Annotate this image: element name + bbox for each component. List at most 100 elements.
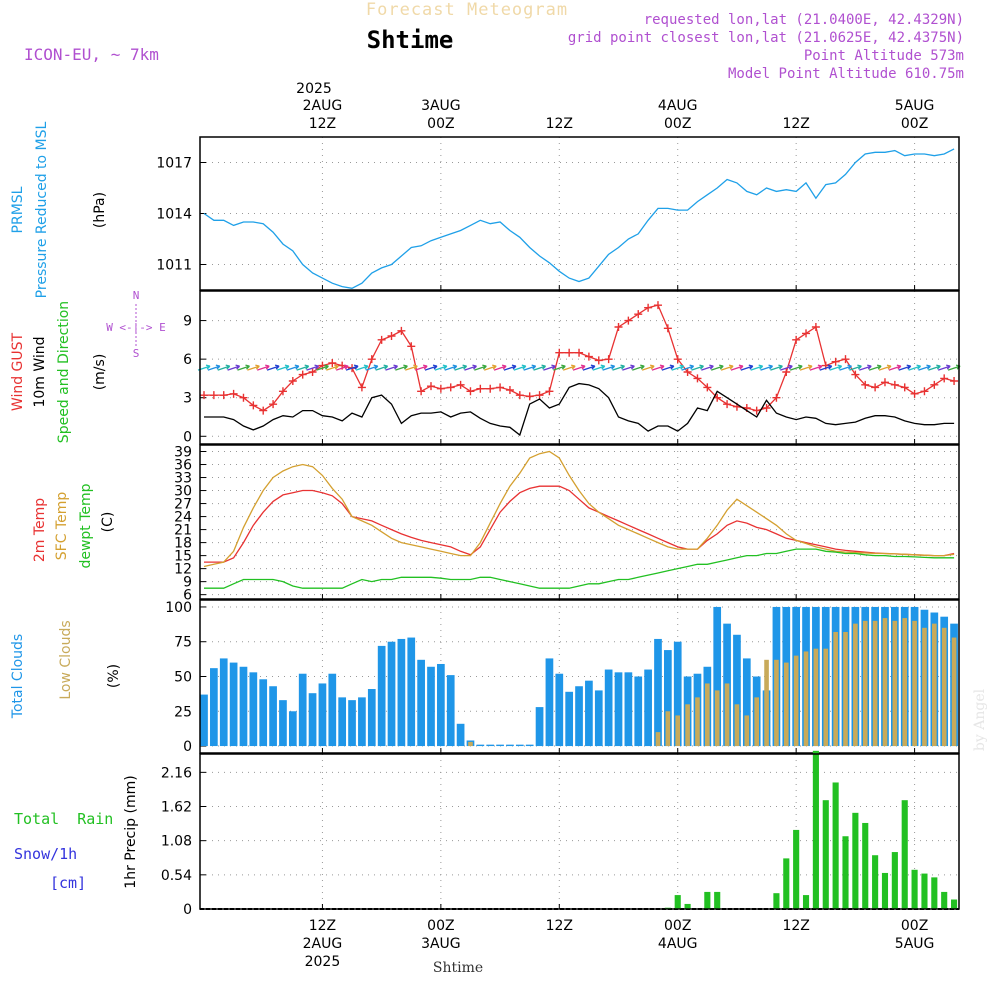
- wind-arrow: [276, 364, 290, 371]
- total-cloud-bar: [279, 700, 287, 747]
- panel-frame: [199, 599, 960, 754]
- low-cloud-bar: [685, 704, 690, 747]
- wind-arrow: [918, 364, 931, 371]
- y-tick-label: 3: [183, 391, 192, 407]
- gust-marker: [940, 374, 949, 383]
- gust-marker: [515, 391, 524, 400]
- gust-marker: [653, 301, 662, 310]
- wind-arrow: [681, 364, 695, 371]
- gust-marker: [288, 377, 297, 385]
- low-cloud-bar: [655, 732, 661, 747]
- y-tick-label: 1.08: [161, 834, 192, 850]
- gust-marker: [880, 378, 889, 387]
- total-cloud-bar: [575, 686, 583, 747]
- gust-marker: [930, 380, 939, 389]
- total-cloud-bar: [594, 690, 603, 747]
- top-hour-label: 00Z: [664, 116, 691, 132]
- wind-arrow: [444, 364, 458, 371]
- wind-arrow: [671, 364, 685, 371]
- gust-marker: [871, 383, 880, 392]
- gust-marker: [831, 357, 840, 366]
- gust-marker: [910, 389, 919, 398]
- top-hour-label: 00Z: [901, 116, 928, 132]
- wind-arrow: [513, 364, 527, 371]
- label-low-clouds: Low Clouds: [58, 620, 74, 699]
- series-prmsl: [203, 148, 955, 289]
- watermark: by Angel: [972, 688, 988, 751]
- gust-marker: [950, 377, 959, 385]
- wind-arrow: [760, 364, 774, 371]
- label-speed-direction: Speed and Direction: [56, 301, 72, 443]
- wind-arrow: [622, 364, 635, 371]
- total-cloud-bar: [565, 691, 574, 747]
- panel-wind: 0 3 6 9: [183, 290, 961, 445]
- low-cloud-bar: [803, 651, 809, 747]
- total-cloud-bar: [545, 658, 554, 747]
- gust-marker: [802, 329, 811, 338]
- total-cloud-bar: [407, 637, 416, 747]
- low-cloud-bar: [675, 715, 681, 747]
- gust-marker: [634, 310, 643, 319]
- low-cloud-bar: [912, 620, 917, 747]
- label-dewpt-temp: dewpt Temp: [78, 483, 94, 568]
- gust-marker: [278, 387, 287, 396]
- wind-arrow: [237, 364, 250, 371]
- y-tick-label: 33: [174, 471, 192, 487]
- precip-bar: [674, 895, 681, 909]
- wind-arrow: [651, 364, 665, 371]
- y-tick-label: 0.54: [161, 868, 192, 884]
- wind-arrow: [326, 364, 339, 371]
- wind-arrow: [405, 364, 418, 371]
- gust-marker: [900, 383, 909, 392]
- requested-coords: requested lon,lat (21.0400E, 42.4329N): [644, 12, 964, 28]
- low-cloud-bar: [705, 683, 710, 747]
- gust-marker: [604, 355, 613, 364]
- wind-arrow: [424, 364, 438, 371]
- bottom-hour-label: 00Z: [427, 918, 454, 934]
- gust-marker: [200, 391, 208, 400]
- panel-frame: [199, 444, 960, 600]
- total-cloud-bar: [259, 679, 268, 747]
- gust-marker: [851, 370, 860, 379]
- bottom-date-label: 5AUG: [895, 936, 935, 952]
- total-cloud-bar: [624, 672, 633, 747]
- top-date-label: 5AUG: [895, 98, 935, 114]
- total-cloud-bar: [446, 675, 455, 747]
- label-cm: [cm]: [50, 874, 86, 892]
- gust-marker: [446, 383, 455, 392]
- total-cloud-bar: [387, 641, 396, 747]
- low-cloud-bar: [932, 623, 937, 747]
- y-tick-label: 0: [183, 739, 192, 755]
- gust-marker: [683, 368, 692, 376]
- low-cloud-bar: [754, 697, 759, 747]
- total-cloud-bar: [733, 634, 741, 747]
- label-pressure-msl: Pressure Reduced to MSL: [34, 121, 50, 298]
- wind-arrow: [375, 364, 389, 371]
- chart-title: Forecast Meteogram: [366, 0, 568, 20]
- wind-arrow: [474, 364, 487, 371]
- total-cloud-bar: [269, 686, 277, 747]
- y-tick-label: 12: [174, 562, 192, 578]
- top-date-label: 2AUG: [303, 98, 343, 114]
- total-cloud-bar: [318, 683, 327, 747]
- wind-arrow: [888, 364, 902, 371]
- y-tick-label: 6: [183, 588, 192, 604]
- gust-marker: [565, 348, 574, 357]
- label-snow: Snow/1h: [14, 845, 77, 863]
- y-tick-label: 27: [174, 497, 192, 513]
- wind-arrow: [562, 364, 576, 371]
- y-tick-label: 9: [183, 314, 192, 330]
- series-sfc-temp: [203, 450, 955, 568]
- precip-bar: [921, 873, 928, 909]
- gust-marker: [298, 370, 307, 379]
- total-cloud-bar: [338, 697, 347, 747]
- precip-bar: [714, 891, 721, 909]
- wind-arrow: [859, 364, 872, 371]
- precip-bar: [881, 872, 889, 909]
- total-cloud-bar: [742, 658, 751, 747]
- bottom-hour-label: 12Z: [546, 918, 573, 934]
- model-label: ICON-EU, ~ 7km: [24, 45, 159, 64]
- wind-arrow: [227, 364, 241, 371]
- wind-arrow: [809, 364, 823, 371]
